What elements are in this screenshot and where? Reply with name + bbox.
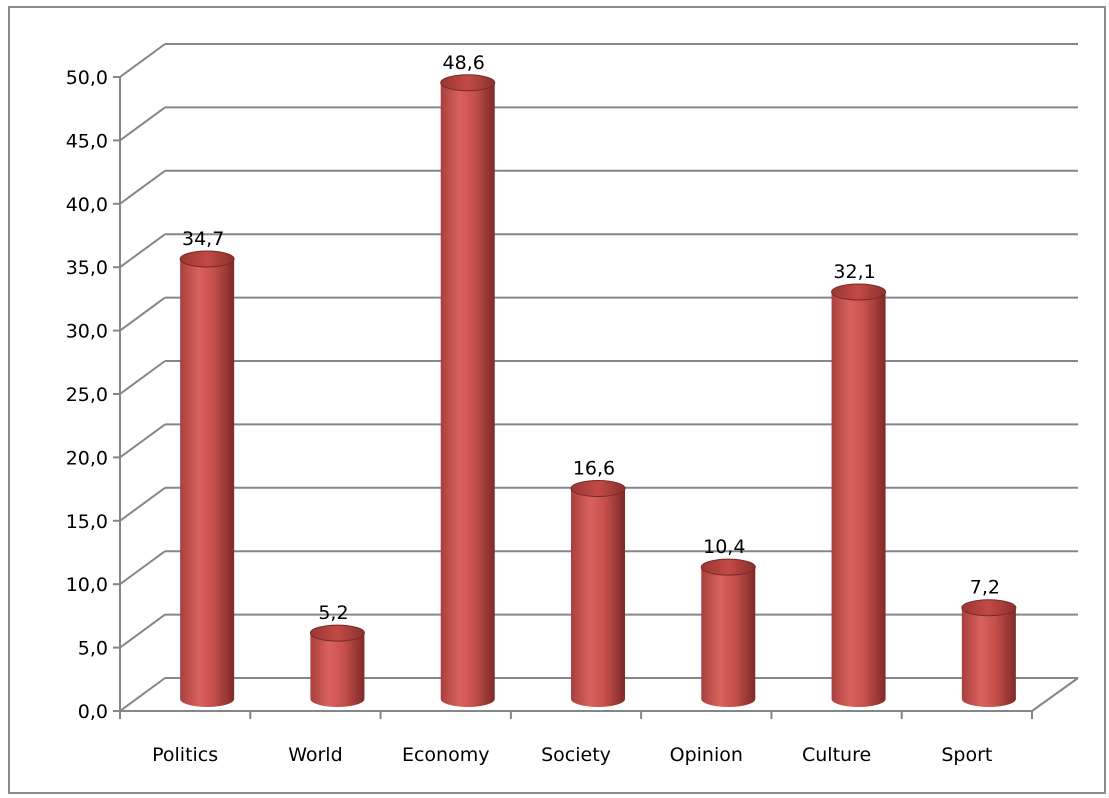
y-tick-label: 10,0: [66, 574, 108, 596]
bar-cap: [440, 74, 496, 92]
bar-economy: [440, 74, 496, 707]
gridline-depth: [119, 43, 166, 78]
bar-cap: [961, 599, 1017, 617]
bar-cap: [179, 250, 235, 268]
bar-body: [701, 567, 756, 707]
data-label: 48,6: [443, 52, 485, 74]
y-tick-label: 15,0: [66, 511, 108, 533]
y-tick-label: 20,0: [66, 447, 108, 469]
bar-body: [180, 259, 235, 707]
bar-cap: [700, 558, 756, 576]
label-layer: 34,7 Politics 5,2 World 48,6 Economy 16,6 Socie…: [152, 52, 1000, 766]
category-label: World: [288, 744, 342, 766]
category-label: Sport: [941, 744, 992, 766]
data-label: 34,7: [182, 228, 224, 250]
axis-layer: 0,0 5,0 10,0 15,0 20,0 25,0 30,0 35,0 40,0 45,0 50…: [66, 67, 1033, 723]
bar-sport: [961, 599, 1017, 707]
gridline-depth: [119, 296, 166, 332]
y-tick-label: 40,0: [66, 194, 108, 216]
y-tick-label: 50,0: [66, 67, 108, 89]
gridline-depth: [119, 169, 166, 205]
bar-politics: [179, 250, 235, 707]
gridline-depth: [119, 486, 166, 522]
data-label: 10,4: [703, 536, 745, 558]
gridline-depth: [119, 233, 166, 269]
bar-society: [570, 480, 626, 707]
y-tick-label: 0,0: [78, 701, 108, 723]
gridline-depth: [119, 423, 166, 459]
data-label: 16,6: [573, 458, 615, 480]
gridline-depth: [119, 106, 166, 142]
category-label: Economy: [402, 744, 490, 766]
data-label: 7,2: [970, 577, 1000, 599]
gridline-depth: [119, 613, 166, 649]
bar-culture: [831, 283, 887, 707]
data-label: 32,1: [833, 261, 875, 283]
category-label: Opinion: [670, 744, 743, 766]
bar-world: [309, 624, 365, 707]
y-tick-label: 30,0: [66, 321, 108, 343]
bar-cap: [570, 480, 626, 498]
bar-cap: [309, 624, 365, 642]
bar-layer: [179, 74, 1017, 707]
gridline-depth: [119, 360, 166, 395]
bar-cap: [831, 283, 887, 301]
category-label: Politics: [152, 744, 218, 766]
bar-body: [440, 82, 495, 707]
bar-body: [571, 488, 625, 707]
bar-body: [961, 607, 1016, 707]
bar-body: [831, 291, 886, 707]
gridline-depth: [119, 550, 166, 586]
y-tick-label: 35,0: [66, 257, 108, 279]
bar-body: [310, 633, 365, 707]
category-label: Culture: [802, 744, 871, 766]
y-tick-label: 5,0: [78, 638, 108, 660]
bar-opinion: [700, 558, 756, 707]
floor-edge: [1031, 677, 1079, 712]
y-tick-label: 45,0: [66, 130, 108, 152]
gridline-depth: [119, 677, 166, 712]
data-label: 5,2: [318, 602, 348, 624]
category-label: Society: [541, 744, 611, 766]
y-tick-label: 25,0: [66, 384, 108, 406]
